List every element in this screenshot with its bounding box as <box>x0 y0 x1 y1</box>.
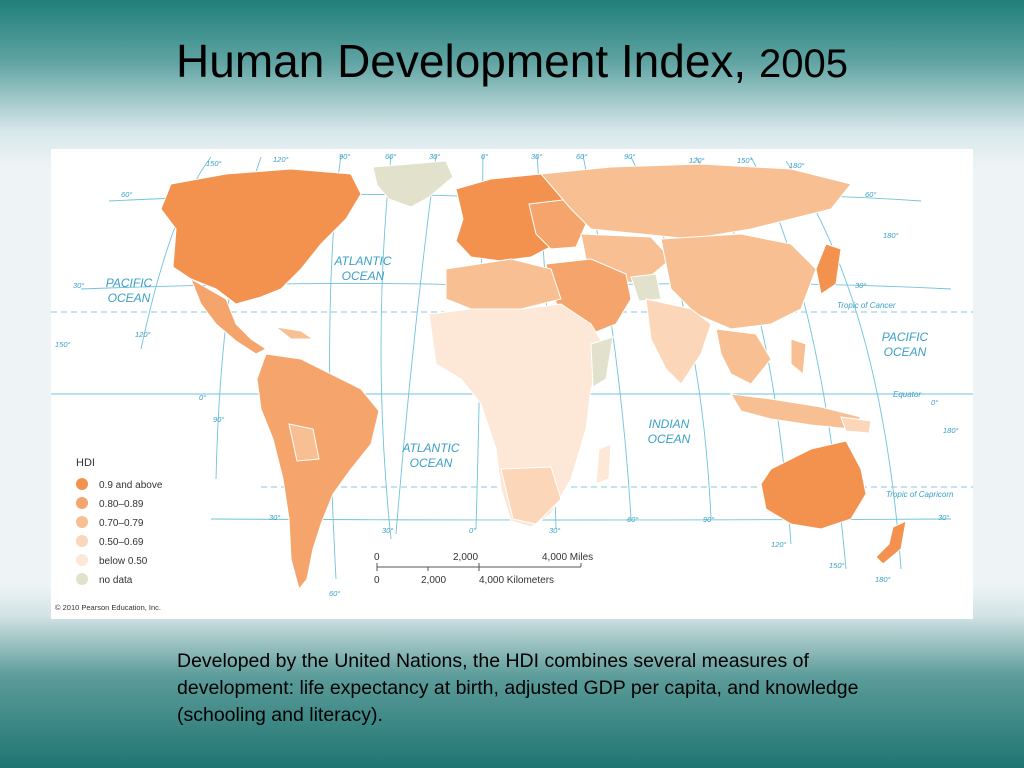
pacific-west-label: PACIFIC OCEAN <box>882 330 929 359</box>
region-north-africa <box>445 258 562 310</box>
region-indonesia <box>730 393 862 430</box>
region-sub-saharan-africa <box>428 303 607 528</box>
svg-text:60°: 60° <box>576 152 587 161</box>
region-south-america <box>256 353 380 591</box>
svg-text:180°: 180° <box>883 231 899 240</box>
svg-text:150°: 150° <box>206 159 222 168</box>
slide-caption: Developed by the United Nations, the HDI… <box>177 650 859 726</box>
region-bolivia <box>288 423 320 462</box>
svg-text:150°: 150° <box>55 340 71 349</box>
svg-text:0°: 0° <box>469 526 476 535</box>
legend-swatch-3 <box>76 535 88 547</box>
legend-swatch-1 <box>76 497 88 509</box>
title-year: 2005 <box>759 42 848 86</box>
region-philippines <box>790 338 807 375</box>
region-india <box>645 298 712 385</box>
legend-swatch-0 <box>76 478 88 490</box>
svg-text:0°: 0° <box>931 398 938 407</box>
legend-swatch-5 <box>76 573 88 585</box>
pacific-east-label: PACIFIC OCEAN <box>106 276 153 305</box>
svg-text:30°: 30° <box>531 152 542 161</box>
svg-text:2,000: 2,000 <box>453 552 478 563</box>
svg-text:120°: 120° <box>273 155 289 164</box>
tropic-capricorn-label: Tropic of Capricorn <box>886 490 954 499</box>
svg-text:180°: 180° <box>943 426 959 435</box>
legend-label-4: below 0.50 <box>99 556 148 567</box>
svg-text:120°: 120° <box>689 156 705 165</box>
legend-title: HDI <box>76 457 95 469</box>
region-southern-africa <box>500 466 562 525</box>
equator-label: Equator <box>893 390 921 399</box>
legend-label-0: 0.9 and above <box>99 480 163 491</box>
svg-text:90°: 90° <box>624 152 635 161</box>
svg-text:30°: 30° <box>429 152 440 161</box>
svg-text:180°: 180° <box>875 575 891 584</box>
svg-text:60°: 60° <box>385 152 396 161</box>
svg-text:30°: 30° <box>269 513 280 522</box>
svg-text:150°: 150° <box>829 561 845 570</box>
legend-label-3: 0.50–0.69 <box>99 537 144 548</box>
svg-text:2,000: 2,000 <box>421 575 446 586</box>
legend-label-1: 0.80–0.89 <box>99 499 144 510</box>
region-southeast-asia <box>715 328 772 385</box>
svg-text:0°: 0° <box>199 393 206 402</box>
svg-text:150°: 150° <box>737 156 753 165</box>
svg-text:180°: 180° <box>789 161 805 170</box>
svg-text:0: 0 <box>374 552 380 563</box>
indian-ocean-label: INDIAN OCEAN <box>648 417 691 446</box>
region-caribbean <box>274 326 315 340</box>
region-new-zealand <box>875 520 907 565</box>
legend: HDI 0.9 and above 0.80–0.89 0.70–0.79 0.… <box>76 457 163 586</box>
legend-label-5: no data <box>99 575 133 586</box>
svg-text:60°: 60° <box>865 190 876 199</box>
svg-text:30°: 30° <box>938 513 949 522</box>
region-greenland <box>372 160 454 208</box>
slide-title: Human Development Index, 2005 <box>0 38 1024 84</box>
svg-text:120°: 120° <box>771 540 787 549</box>
legend-label-2: 0.70–0.79 <box>99 518 144 529</box>
region-russia <box>539 163 852 240</box>
region-mexico <box>190 277 267 355</box>
region-china <box>660 233 817 330</box>
region-australia <box>760 440 867 530</box>
svg-text:60°: 60° <box>627 515 638 524</box>
svg-text:60°: 60° <box>121 190 132 199</box>
graticule-labels: 150° 120° 90° 60° 30° 0° 30° 60° 90° 120… <box>55 152 959 598</box>
svg-text:30°: 30° <box>549 526 560 535</box>
region-north-america <box>160 168 362 305</box>
region-somalia <box>590 336 614 388</box>
svg-text:90°: 90° <box>213 415 224 424</box>
atlantic-north-label: ATLANTIC OCEAN <box>333 254 391 283</box>
svg-text:120°: 120° <box>135 330 151 339</box>
copyright: © 2010 Pearson Education, Inc. <box>55 603 161 612</box>
legend-swatch-2 <box>76 516 88 528</box>
svg-text:90°: 90° <box>703 515 714 524</box>
region-madagascar <box>595 443 612 485</box>
svg-text:0: 0 <box>374 575 380 586</box>
region-japan <box>815 243 842 295</box>
tropic-cancer-label: Tropic of Cancer <box>837 301 896 310</box>
svg-text:60°: 60° <box>329 589 340 598</box>
svg-text:30°: 30° <box>73 281 84 290</box>
region-papua <box>840 416 872 434</box>
svg-text:4,000 Miles: 4,000 Miles <box>542 552 593 563</box>
legend-swatch-4 <box>76 554 88 566</box>
svg-text:30°: 30° <box>855 281 866 290</box>
svg-text:4,000 Kilometers: 4,000 Kilometers <box>479 575 554 586</box>
svg-text:0°: 0° <box>481 152 488 161</box>
region-afghanistan <box>630 273 662 302</box>
scale-bar: 0 2,000 4,000 Miles 0 2,000 4,000 Kilome… <box>374 552 593 586</box>
atlantic-south-label: ATLANTIC OCEAN <box>401 441 459 470</box>
hdi-world-map: ATLANTIC OCEAN ATLANTIC OCEAN PACIFIC OCEAN… <box>51 149 973 619</box>
title-text: Human Development Index, <box>176 35 747 87</box>
svg-text:30°: 30° <box>382 526 393 535</box>
svg-text:90°: 90° <box>339 152 350 161</box>
